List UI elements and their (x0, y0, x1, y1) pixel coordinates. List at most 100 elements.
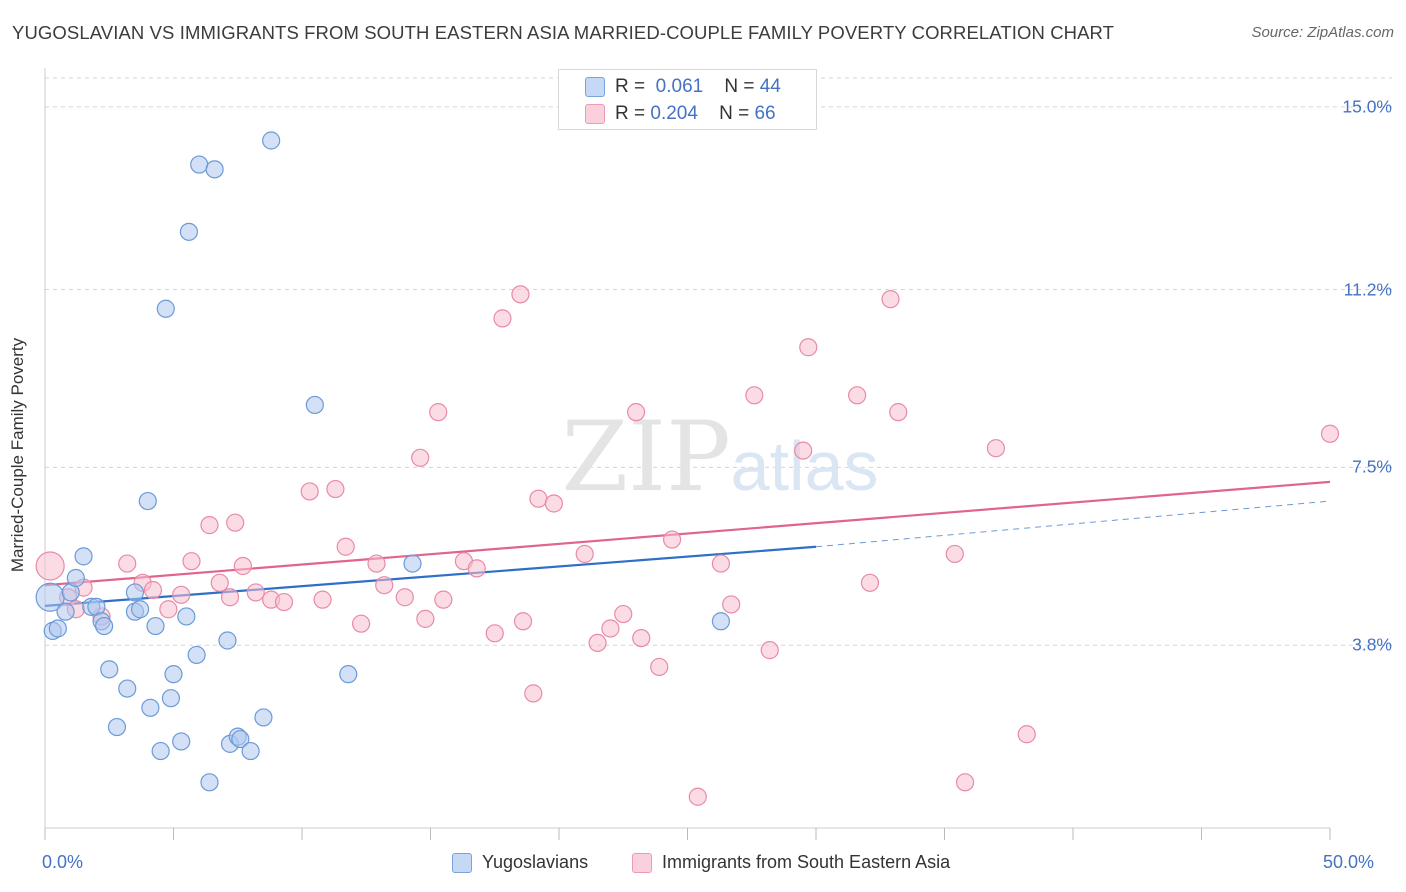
watermark-zip: ZIP (561, 401, 730, 513)
data-point-immigrants (352, 614, 371, 633)
data-point-yugoslavians (151, 741, 170, 761)
r-value: 0.204 (650, 103, 698, 124)
data-point-yugoslavians (107, 717, 127, 737)
y-tick-label: 11.2% (1343, 279, 1392, 300)
data-point-immigrants (395, 588, 414, 607)
legend-row-immigrants: R = 0.204 N = 66 (585, 101, 776, 127)
data-point-immigrants (986, 439, 1006, 458)
data-point-yugoslavians (190, 155, 209, 174)
data-point-immigrants (210, 573, 229, 592)
data-point-immigrants (35, 551, 65, 581)
chart-title: YUGOSLAVIAN VS IMMIGRANTS FROM SOUTH EAS… (12, 22, 1115, 43)
data-point-yugoslavians (95, 616, 114, 636)
data-point-yugoslavians (156, 299, 175, 318)
trend-line-extension (815, 500, 1331, 548)
data-point-immigrants (434, 590, 453, 609)
data-point-immigrants (1017, 725, 1036, 744)
n-label: N = (719, 103, 750, 124)
n-value: 44 (759, 76, 781, 97)
data-point-immigrants (626, 403, 646, 422)
data-point-immigrants (233, 556, 252, 576)
data-point-immigrants (799, 338, 818, 357)
r-label: R = (615, 103, 646, 124)
data-point-immigrants (511, 285, 530, 304)
legend-label: Immigrants from South Eastern Asia (662, 852, 951, 872)
data-point-yugoslavians (262, 131, 281, 150)
legend-label: Yugoslavians (482, 852, 589, 872)
data-point-yugoslavians (100, 660, 119, 679)
r-value: 0.061 (655, 76, 704, 97)
x-tick-label-min: 0.0% (42, 852, 84, 872)
data-point-yugoslavians (141, 698, 160, 717)
data-point-yugoslavians (339, 665, 358, 684)
data-point-immigrants (172, 585, 191, 604)
data-point-yugoslavians (164, 665, 183, 684)
data-point-yugoslavians (172, 732, 191, 751)
data-point-immigrants (848, 386, 867, 405)
trend-line-immigrants (44, 480, 1331, 587)
data-point-immigrants (662, 530, 682, 549)
data-point-immigrants (860, 573, 880, 592)
data-point-immigrants (313, 590, 332, 609)
data-point-immigrants (493, 309, 512, 328)
data-points (35, 131, 1340, 806)
data-point-yugoslavians (403, 554, 422, 573)
axes (44, 68, 1331, 840)
r-label: R = (615, 76, 646, 97)
data-point-immigrants (632, 628, 651, 648)
data-point-immigrants (429, 403, 448, 422)
data-point-yugoslavians (200, 773, 219, 792)
data-point-immigrants (760, 641, 779, 660)
series-legend: Yugoslavians Immigrants from South Easte… (0, 852, 1406, 878)
data-point-immigrants (711, 554, 731, 573)
y-tick-label: 3.8% (1352, 634, 1392, 655)
data-point-yugoslavians (177, 607, 196, 626)
data-point-yugoslavians (218, 631, 237, 650)
data-point-immigrants (467, 559, 486, 578)
data-point-immigrants (955, 773, 975, 792)
data-point-yugoslavians (161, 689, 181, 708)
data-point-immigrants (411, 448, 430, 467)
legend-item-yugoslavians[interactable]: Yugoslavians (452, 852, 588, 873)
data-point-immigrants (367, 554, 386, 573)
data-point-immigrants (159, 600, 178, 619)
data-point-immigrants (889, 403, 908, 422)
data-point-yugoslavians (231, 729, 250, 749)
data-point-immigrants (524, 684, 543, 703)
x-tick-label-max: 50.0% (1323, 852, 1375, 872)
y-tick-label: 7.5% (1352, 456, 1392, 477)
data-point-yugoslavians (254, 708, 273, 727)
legend-item-immigrants[interactable]: Immigrants from South Eastern Asia (632, 852, 950, 873)
data-point-immigrants (200, 516, 219, 535)
data-point-yugoslavians (130, 600, 150, 619)
data-point-immigrants (246, 583, 265, 602)
data-point-yugoslavians (179, 222, 199, 241)
data-point-immigrants (375, 576, 394, 595)
data-point-yugoslavians (146, 616, 165, 636)
data-point-yugoslavians (48, 619, 67, 638)
data-point-immigrants (485, 624, 504, 643)
legend-swatch-pink (585, 104, 605, 124)
data-point-immigrants (300, 482, 319, 501)
data-point-immigrants (529, 489, 548, 508)
y-tick-label: 15.0% (1342, 96, 1392, 117)
data-point-immigrants (1320, 424, 1340, 443)
data-point-immigrants (688, 787, 707, 806)
data-point-immigrants (143, 580, 163, 600)
data-point-yugoslavians (66, 568, 85, 588)
data-point-immigrants (794, 441, 813, 460)
data-point-immigrants (745, 386, 764, 405)
watermark-atlas: atlas (731, 427, 879, 505)
data-point-yugoslavians (74, 547, 93, 566)
legend-swatch-blue (452, 852, 472, 873)
data-point-immigrants (722, 595, 741, 614)
legend-swatch-pink (632, 852, 652, 873)
data-point-yugoslavians (125, 583, 145, 602)
data-point-immigrants (945, 544, 964, 564)
data-point-immigrants (588, 633, 607, 653)
data-point-immigrants (881, 290, 900, 309)
data-point-immigrants (274, 592, 294, 612)
data-point-yugoslavians (138, 491, 157, 511)
data-point-immigrants (326, 479, 345, 499)
data-point-immigrants (220, 588, 240, 607)
